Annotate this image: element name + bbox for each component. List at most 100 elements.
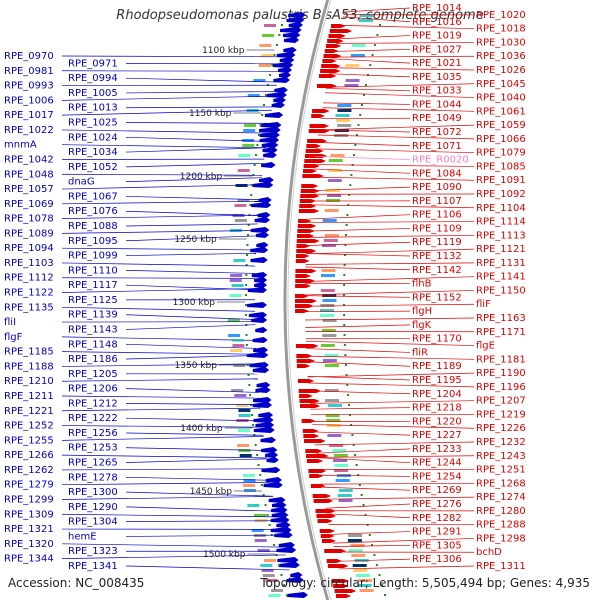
cog-block xyxy=(327,194,342,197)
reverse-gene-arrow xyxy=(256,242,269,248)
reverse-gene-label: RPE_1221 xyxy=(4,406,54,417)
reverse-gene-label: RPE_1042 xyxy=(4,154,54,165)
cog-block xyxy=(337,104,352,107)
label-leader-line xyxy=(61,109,272,116)
gc-dot xyxy=(245,344,248,346)
reverse-gene-label: RPE_1112 xyxy=(4,273,54,284)
gc-dot xyxy=(250,404,253,406)
forward-gene-label: RPE_1131 xyxy=(476,258,526,269)
cog-block xyxy=(359,19,374,22)
reverse-gene-label: dnaG xyxy=(68,177,95,188)
cog-block xyxy=(325,189,340,192)
reverse-gene-label: RPE_1188 xyxy=(4,361,54,372)
label-leader-line xyxy=(125,324,256,330)
forward-gene-label: RPE_1121 xyxy=(476,244,526,255)
gc-dot xyxy=(268,524,271,526)
reverse-gene-label: RPE_1253 xyxy=(68,443,118,454)
forward-gene-arrow xyxy=(296,244,311,248)
reverse-gene-arrow xyxy=(272,62,294,68)
forward-gene-arrow xyxy=(300,404,321,408)
gc-dot xyxy=(361,104,364,106)
label-leader-line xyxy=(318,124,475,131)
reverse-gene-arrow xyxy=(251,202,272,208)
cog-block xyxy=(321,244,336,247)
reverse-gene-label: RPE_1309 xyxy=(4,509,54,520)
label-leader-line xyxy=(61,363,257,367)
forward-gene-arrow xyxy=(313,499,334,503)
label-leader-line xyxy=(332,538,475,544)
label-leader-line xyxy=(306,348,411,353)
label-leader-line xyxy=(125,77,278,83)
gc-dot xyxy=(347,204,350,206)
gc-dot xyxy=(348,194,351,196)
kbp-tick-label: 1100 kbp xyxy=(202,46,245,56)
reverse-gene-arrow xyxy=(271,502,287,508)
forward-gene-arrow xyxy=(317,519,333,523)
reverse-gene-arrow xyxy=(255,387,271,393)
cog-block xyxy=(243,489,256,492)
forward-gene-label: RPE_1227 xyxy=(412,430,462,441)
forward-gene-label: RPE_1163 xyxy=(476,313,526,324)
reverse-gene-arrow xyxy=(274,87,288,93)
reverse-gene-label: RPE_1139 xyxy=(68,310,118,321)
cog-block xyxy=(322,219,337,222)
gc-dot xyxy=(256,144,259,146)
cog-block xyxy=(337,109,352,112)
gc-dot xyxy=(256,454,259,456)
label-leader-line xyxy=(305,290,475,296)
forward-gene-label: RPE_1040 xyxy=(476,93,526,104)
label-leader-line xyxy=(125,343,257,349)
cog-block xyxy=(322,334,337,337)
reverse-gene-arrow xyxy=(258,197,272,203)
reverse-gene-arrow xyxy=(261,467,281,473)
reverse-gene-label: RPE_0993 xyxy=(4,81,54,92)
label-leader-line xyxy=(61,55,283,58)
reverse-gene-label: RPE_1067 xyxy=(68,191,118,202)
label-leader-line xyxy=(333,544,411,547)
gc-dot xyxy=(245,284,248,286)
forward-gene-arrow xyxy=(301,184,319,188)
label-leader-line xyxy=(322,107,475,112)
forward-gene-arrow xyxy=(327,564,349,568)
label-leader-line xyxy=(125,506,276,512)
forward-gene-arrow xyxy=(298,219,312,223)
forward-gene-arrow xyxy=(307,139,328,143)
reverse-gene-arrow xyxy=(288,12,306,18)
forward-gene-label: RPE_1306 xyxy=(412,554,462,565)
label-leader-line xyxy=(315,148,475,154)
cog-block xyxy=(233,364,246,367)
reverse-gene-arrow xyxy=(250,257,268,263)
forward-gene-label: RPE_1254 xyxy=(412,471,462,482)
gc-dot xyxy=(345,374,348,376)
forward-gene-label: RPE_1291 xyxy=(412,527,462,538)
reverse-gene-arrow xyxy=(252,367,270,373)
gc-dot xyxy=(250,194,253,196)
cog-block xyxy=(233,259,246,262)
label-leader-line xyxy=(306,241,411,246)
reverse-gene-label: RPE_1122 xyxy=(4,288,54,299)
forward-gene-label: RPE_R0020 xyxy=(412,155,469,166)
kbp-tick-label: 1450 kbp xyxy=(190,487,233,497)
backbone-arc-inner xyxy=(287,0,332,600)
gc-dot xyxy=(381,584,384,586)
label-leader-line xyxy=(332,58,411,64)
forward-gene-label: RPE_1196 xyxy=(476,382,526,393)
label-leader-line xyxy=(309,204,475,209)
reverse-gene-label: RPE_1185 xyxy=(4,347,54,358)
forward-gene-arrow xyxy=(325,44,342,48)
reverse-gene-label: RPE_1279 xyxy=(4,480,54,491)
cog-block xyxy=(344,84,359,87)
cog-block xyxy=(237,199,250,202)
cog-block xyxy=(323,239,338,242)
reverse-gene-arrow xyxy=(246,352,269,358)
gc-dot xyxy=(360,494,363,496)
reverse-gene-arrow xyxy=(270,517,290,523)
reverse-gene-label: RPE_1222 xyxy=(68,413,118,424)
forward-gene-arrow xyxy=(295,269,317,273)
gc-dot xyxy=(246,354,249,356)
forward-gene-arrow xyxy=(328,34,346,38)
gc-dot xyxy=(343,274,346,276)
forward-gene-arrow xyxy=(295,309,309,313)
cog-block xyxy=(320,344,335,347)
